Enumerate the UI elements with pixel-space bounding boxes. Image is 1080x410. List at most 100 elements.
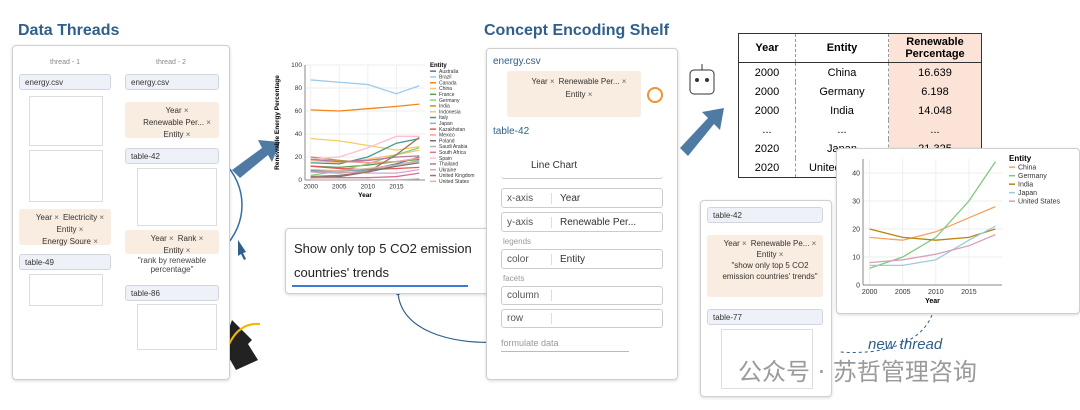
table-card[interactable]: table-49 [19, 254, 111, 270]
prompt-box[interactable]: Show only top 5 CO2 emission countries' … [285, 228, 507, 294]
refresh-icon[interactable] [647, 87, 663, 103]
series-line [869, 206, 996, 241]
row: 2000 China 16.639 [739, 62, 981, 82]
table-name: table-77 [713, 313, 742, 322]
y-tick-label: 0 [856, 282, 860, 289]
x-tick-label: 2015 [389, 184, 404, 191]
channel: x-axis [502, 192, 552, 204]
legend-label: Italy [439, 115, 449, 121]
thumbnail[interactable] [137, 168, 217, 226]
cursor [238, 240, 246, 260]
channel: color [502, 253, 552, 265]
group-label: legends [503, 237, 532, 246]
y-tick-label: 10 [852, 254, 860, 261]
series-line [310, 178, 420, 181]
encoding-row[interactable]: y-axis Renewable Per... [501, 212, 663, 232]
table-card[interactable]: table-86 [125, 285, 219, 301]
legend-label: Australia [439, 69, 459, 75]
result-chart-panel: 0102030402000200520102015YearRenewable P… [830, 148, 1080, 314]
cell: India [795, 101, 889, 120]
table-card[interactable]: energy.csv [19, 74, 111, 90]
y-tick-label: 20 [295, 154, 303, 161]
table-card[interactable]: energy.csv [125, 74, 219, 90]
table-name: table-49 [25, 258, 54, 267]
x-tick-label: 2000 [303, 184, 318, 191]
y-tick-label: 20 [852, 226, 860, 233]
x-tick-label: 2010 [928, 289, 944, 296]
field-chip: Year [165, 105, 188, 117]
channel: row [502, 313, 552, 324]
arrow [232, 140, 280, 178]
cell: 2000 [739, 82, 796, 101]
field-chip: Renewable Per... [559, 75, 627, 88]
cell: ... [795, 120, 889, 139]
table-card[interactable]: table-42 [125, 148, 219, 164]
legend-label: South Africa [439, 150, 466, 156]
field: Year [560, 192, 581, 204]
thumbnail[interactable] [137, 304, 217, 350]
y-axis-label: Renewable Energy Percentage [274, 75, 281, 170]
table-name: table-42 [131, 152, 160, 161]
underline [292, 285, 468, 287]
formulate-input[interactable]: formulate data [501, 338, 629, 352]
field-chip: Entity [57, 224, 84, 236]
encoding-row[interactable]: column [501, 286, 663, 305]
series-line [310, 135, 420, 160]
legend-label: United States [439, 179, 470, 185]
thumbnail[interactable] [721, 329, 813, 389]
x-tick-label: 2015 [961, 289, 977, 296]
legend-label: India [439, 104, 450, 110]
field-chip: Renewable Per... [143, 117, 211, 129]
channel: column [502, 290, 552, 301]
cell: 2000 [739, 101, 796, 120]
chip[interactable]: Year Renewable Pe...Entity "show only top… [707, 235, 823, 297]
cell: 16.639 [888, 62, 981, 82]
chip[interactable]: Year ElectricityEntityEnergy Soure [19, 209, 111, 248]
encoding-row[interactable]: x-axis Year [501, 188, 663, 208]
cell: 6.198 [888, 82, 981, 101]
field-chip: Energy Soure [42, 236, 98, 248]
legend-label: United Kingdom [439, 173, 475, 179]
table-card[interactable]: table-77 [707, 309, 823, 325]
column-header: Year [739, 34, 796, 63]
series-line [310, 137, 420, 165]
encoding-row[interactable]: color Entity [501, 249, 663, 269]
field-chip: Entity [164, 129, 191, 141]
thumbnail[interactable] [29, 274, 103, 306]
legend-label: India [1018, 182, 1033, 189]
series-line [310, 160, 420, 172]
series-line [310, 155, 420, 163]
table-name: energy.csv [25, 78, 64, 87]
thumbnail[interactable] [29, 96, 103, 146]
encoding-row[interactable]: row [501, 309, 663, 328]
table-card[interactable]: table-42 [707, 207, 823, 223]
result-chart: 0102030402000200520102015YearRenewable P… [830, 154, 1061, 305]
cell: Germany [795, 82, 889, 101]
chart-type-select[interactable]: Line Chart [501, 153, 663, 179]
thumbnail[interactable] [29, 150, 103, 202]
chip[interactable]: Year RankEntity [125, 230, 219, 257]
field-chip: Entity [164, 245, 191, 257]
field-chip: Entity [566, 88, 593, 101]
legend-label: Saudi Arabia [439, 144, 468, 150]
robot-icon [689, 69, 715, 95]
cell: 2000 [739, 62, 796, 82]
x-axis-label: Year [925, 298, 940, 305]
legend-label: Ukraine [439, 167, 456, 173]
row: 2000 Germany 6.198 [739, 82, 981, 101]
legend-label: Germany [1018, 173, 1047, 180]
row: ......... [739, 120, 981, 139]
source-name: energy.csv [493, 56, 541, 67]
series-line [310, 136, 420, 178]
column-header: Renewable Percentage [888, 34, 981, 63]
legend-label: Mexico [439, 133, 455, 139]
cell: China [795, 62, 889, 82]
x-tick-label: 2005 [895, 289, 911, 296]
legend-label: France [439, 92, 455, 98]
table: Year Entity Renewable Percentage 2000 China 1… [739, 34, 981, 177]
legend-label: Spain [439, 156, 452, 162]
new-thread-panel: table-42 Year Renewable Pe...Entity "show… [700, 200, 832, 397]
